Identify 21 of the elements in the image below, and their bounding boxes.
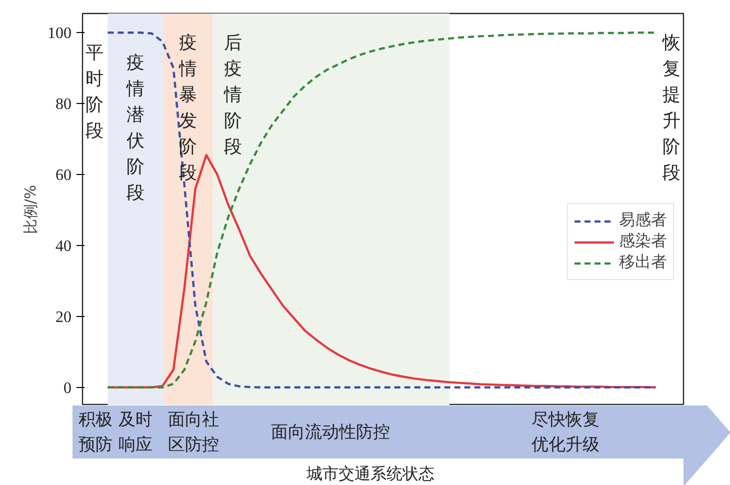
text: 面向社区防控 [168, 410, 219, 455]
y-tick-label: 0 [64, 380, 72, 397]
text: 恢复提升阶段 [662, 32, 680, 184]
legend-label: 易感者 [619, 210, 667, 231]
legend-label: 感染者 [619, 231, 667, 252]
text: 面向流动性防控 [271, 422, 390, 442]
text: 尽快恢复优化升级 [532, 410, 600, 455]
text: 积极预防 [78, 410, 112, 455]
annotation: 后疫情阶段 [222, 32, 242, 158]
y-tick-label: 80 [56, 96, 72, 114]
y-tick-label: 60 [56, 167, 72, 184]
annotation: 平时阶段 [86, 42, 104, 142]
y-tick-label: 40 [56, 238, 72, 256]
y-tick-label: 20 [56, 308, 72, 326]
annotation: 疫情暴发阶段 [178, 32, 198, 184]
y-tick-label: 100 [48, 25, 72, 42]
x-axis-title: 城市交通系统状态 [306, 464, 434, 483]
legend-label: 移出者 [619, 252, 667, 273]
text: 及时响应 [118, 410, 152, 455]
y-axis-title: 比例/% [22, 184, 40, 234]
annotation: 疫情潜伏阶段 [126, 52, 145, 204]
